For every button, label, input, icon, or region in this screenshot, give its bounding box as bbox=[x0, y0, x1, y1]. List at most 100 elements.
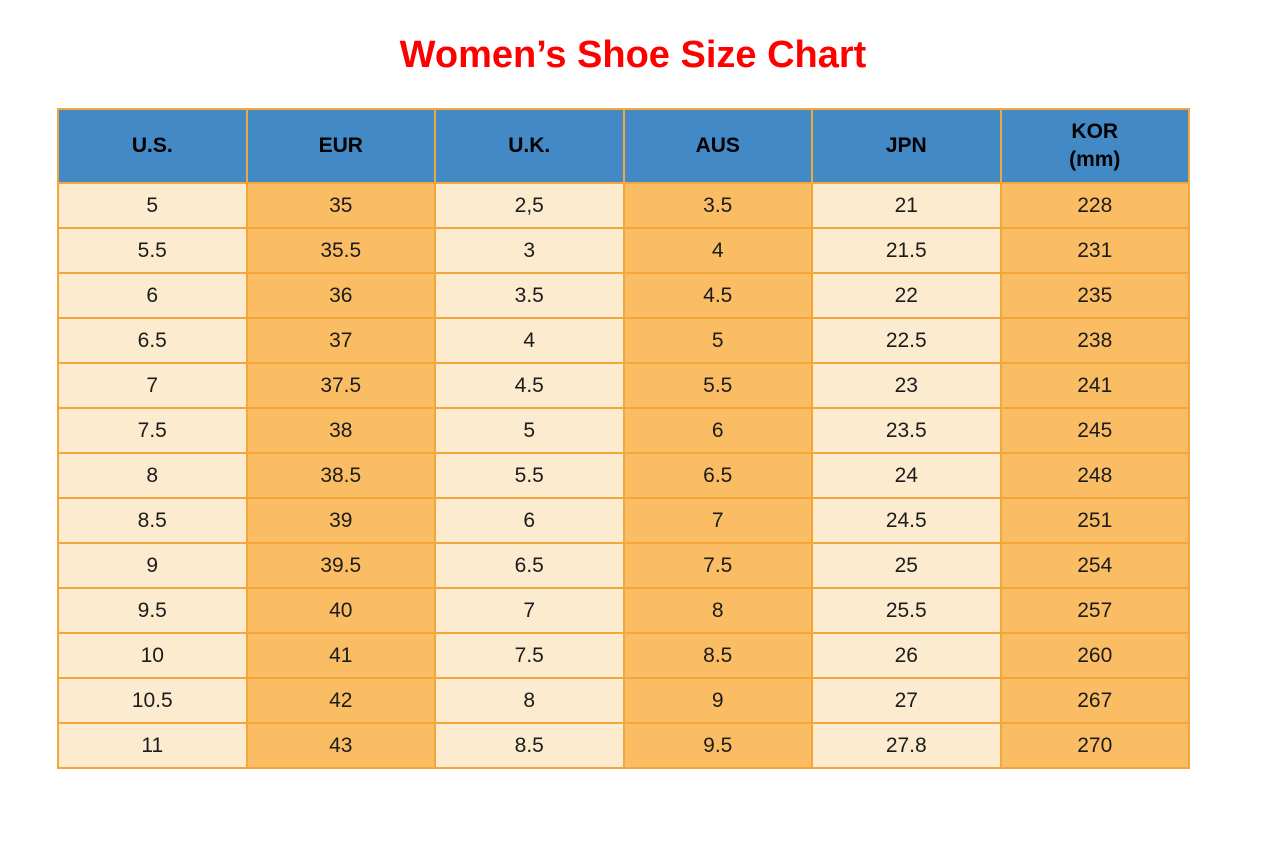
size-cell-uk: 3 bbox=[434, 227, 625, 274]
size-cell-jpn: 25 bbox=[811, 542, 1002, 589]
col-header-eur-label: EUR bbox=[318, 133, 363, 157]
header-row: U.S. EUR U.K. AUS JPN KOR (mm) bbox=[57, 108, 1190, 184]
table-row: 7.5 38 5 6 23.5 245 bbox=[57, 407, 1190, 454]
size-cell-eur: 40 bbox=[245, 587, 436, 634]
size-cell-uk: 8 bbox=[434, 677, 625, 724]
table-row: 11 43 8.5 9.5 27.8 270 bbox=[57, 722, 1190, 769]
size-cell-us: 9 bbox=[57, 542, 248, 589]
size-cell-jpn: 24 bbox=[811, 452, 1002, 499]
size-cell-eur: 38 bbox=[245, 407, 436, 454]
size-cell-eur: 37.5 bbox=[245, 362, 436, 409]
size-cell-jpn: 25.5 bbox=[811, 587, 1002, 634]
size-cell-aus: 6.5 bbox=[622, 452, 813, 499]
size-cell-kor: 235 bbox=[999, 272, 1190, 319]
size-cell-kor: 245 bbox=[999, 407, 1190, 454]
size-cell-kor: 254 bbox=[999, 542, 1190, 589]
col-header-us-label: U.S. bbox=[131, 133, 173, 157]
size-cell-uk: 6.5 bbox=[434, 542, 625, 589]
size-cell-us: 6.5 bbox=[57, 317, 248, 364]
size-cell-aus: 5.5 bbox=[622, 362, 813, 409]
col-header-eur: EUR bbox=[245, 108, 436, 184]
size-cell-eur: 39 bbox=[245, 497, 436, 544]
size-cell-aus: 8.5 bbox=[622, 632, 813, 679]
size-cell-jpn: 24.5 bbox=[811, 497, 1002, 544]
size-cell-kor: 257 bbox=[999, 587, 1190, 634]
size-cell-jpn: 26 bbox=[811, 632, 1002, 679]
size-cell-us: 8.5 bbox=[57, 497, 248, 544]
col-header-us: U.S. bbox=[57, 108, 248, 184]
size-cell-jpn: 22 bbox=[811, 272, 1002, 319]
col-header-jpn: JPN bbox=[811, 108, 1002, 184]
table-row: 5.5 35.5 3 4 21.5 231 bbox=[57, 227, 1190, 274]
size-cell-jpn: 21 bbox=[811, 182, 1002, 229]
size-cell-kor: 260 bbox=[999, 632, 1190, 679]
table-row: 9.5 40 7 8 25.5 257 bbox=[57, 587, 1190, 634]
size-cell-aus: 4.5 bbox=[622, 272, 813, 319]
size-cell-aus: 9.5 bbox=[622, 722, 813, 769]
size-cell-eur: 39.5 bbox=[245, 542, 436, 589]
shoe-size-table: U.S. EUR U.K. AUS JPN KOR (mm) bbox=[57, 108, 1190, 769]
col-header-aus-label: AUS bbox=[695, 133, 740, 157]
size-cell-kor: 248 bbox=[999, 452, 1190, 499]
page-title: Women’s Shoe Size Chart bbox=[399, 34, 867, 76]
size-cell-uk: 5.5 bbox=[434, 452, 625, 499]
size-cell-uk: 4.5 bbox=[434, 362, 625, 409]
table-row: 6.5 37 4 5 22.5 238 bbox=[57, 317, 1190, 364]
size-cell-aus: 8 bbox=[622, 587, 813, 634]
size-cell-jpn: 27.8 bbox=[811, 722, 1002, 769]
size-cell-aus: 5 bbox=[622, 317, 813, 364]
table-row: 5 35 2,5 3.5 21 228 bbox=[57, 182, 1190, 229]
col-header-aus: AUS bbox=[622, 108, 813, 184]
table-row: 6 36 3.5 4.5 22 235 bbox=[57, 272, 1190, 319]
size-cell-jpn: 27 bbox=[811, 677, 1002, 724]
size-cell-us: 10 bbox=[57, 632, 248, 679]
size-cell-uk: 8.5 bbox=[434, 722, 625, 769]
size-cell-us: 7.5 bbox=[57, 407, 248, 454]
size-cell-us: 7 bbox=[57, 362, 248, 409]
size-cell-us: 5.5 bbox=[57, 227, 248, 274]
size-cell-uk: 7.5 bbox=[434, 632, 625, 679]
size-cell-uk: 2,5 bbox=[434, 182, 625, 229]
table-row: 9 39.5 6.5 7.5 25 254 bbox=[57, 542, 1190, 589]
size-cell-eur: 43 bbox=[245, 722, 436, 769]
col-header-jpn-label: JPN bbox=[885, 133, 927, 157]
table-row: 8 38.5 5.5 6.5 24 248 bbox=[57, 452, 1190, 499]
size-cell-aus: 6 bbox=[622, 407, 813, 454]
size-cell-kor: 251 bbox=[999, 497, 1190, 544]
table-row: 10.5 42 8 9 27 267 bbox=[57, 677, 1190, 724]
size-cell-us: 10.5 bbox=[57, 677, 248, 724]
size-cell-kor: 238 bbox=[999, 317, 1190, 364]
size-cell-eur: 42 bbox=[245, 677, 436, 724]
col-header-uk-label: U.K. bbox=[508, 133, 551, 157]
size-cell-aus: 3.5 bbox=[622, 182, 813, 229]
size-cell-kor: 267 bbox=[999, 677, 1190, 724]
size-cell-eur: 36 bbox=[245, 272, 436, 319]
size-cell-us: 6 bbox=[57, 272, 248, 319]
size-cell-eur: 35.5 bbox=[245, 227, 436, 274]
size-cell-jpn: 22.5 bbox=[811, 317, 1002, 364]
size-cell-aus: 9 bbox=[622, 677, 813, 724]
size-cell-uk: 6 bbox=[434, 497, 625, 544]
size-cell-us: 11 bbox=[57, 722, 248, 769]
col-header-kor-sublabel: (mm) bbox=[1069, 148, 1121, 171]
size-cell-jpn: 23.5 bbox=[811, 407, 1002, 454]
size-cell-kor: 231 bbox=[999, 227, 1190, 274]
size-cell-us: 5 bbox=[57, 182, 248, 229]
table-header: U.S. EUR U.K. AUS JPN KOR (mm) bbox=[57, 108, 1190, 184]
table-row: 8.5 39 6 7 24.5 251 bbox=[57, 497, 1190, 544]
table-body: 5 35 2,5 3.5 21 228 5.5 35.5 3 4 21.5 231 6 36 3.5 4.5 2… bbox=[57, 182, 1190, 769]
size-cell-uk: 7 bbox=[434, 587, 625, 634]
size-cell-uk: 5 bbox=[434, 407, 625, 454]
size-cell-eur: 35 bbox=[245, 182, 436, 229]
size-cell-kor: 241 bbox=[999, 362, 1190, 409]
size-cell-kor: 228 bbox=[999, 182, 1190, 229]
size-cell-aus: 4 bbox=[622, 227, 813, 274]
size-cell-aus: 7.5 bbox=[622, 542, 813, 589]
size-cell-jpn: 21.5 bbox=[811, 227, 1002, 274]
size-cell-uk: 3.5 bbox=[434, 272, 625, 319]
size-cell-jpn: 23 bbox=[811, 362, 1002, 409]
size-cell-eur: 37 bbox=[245, 317, 436, 364]
size-cell-kor: 270 bbox=[999, 722, 1190, 769]
table-row: 10 41 7.5 8.5 26 260 bbox=[57, 632, 1190, 679]
